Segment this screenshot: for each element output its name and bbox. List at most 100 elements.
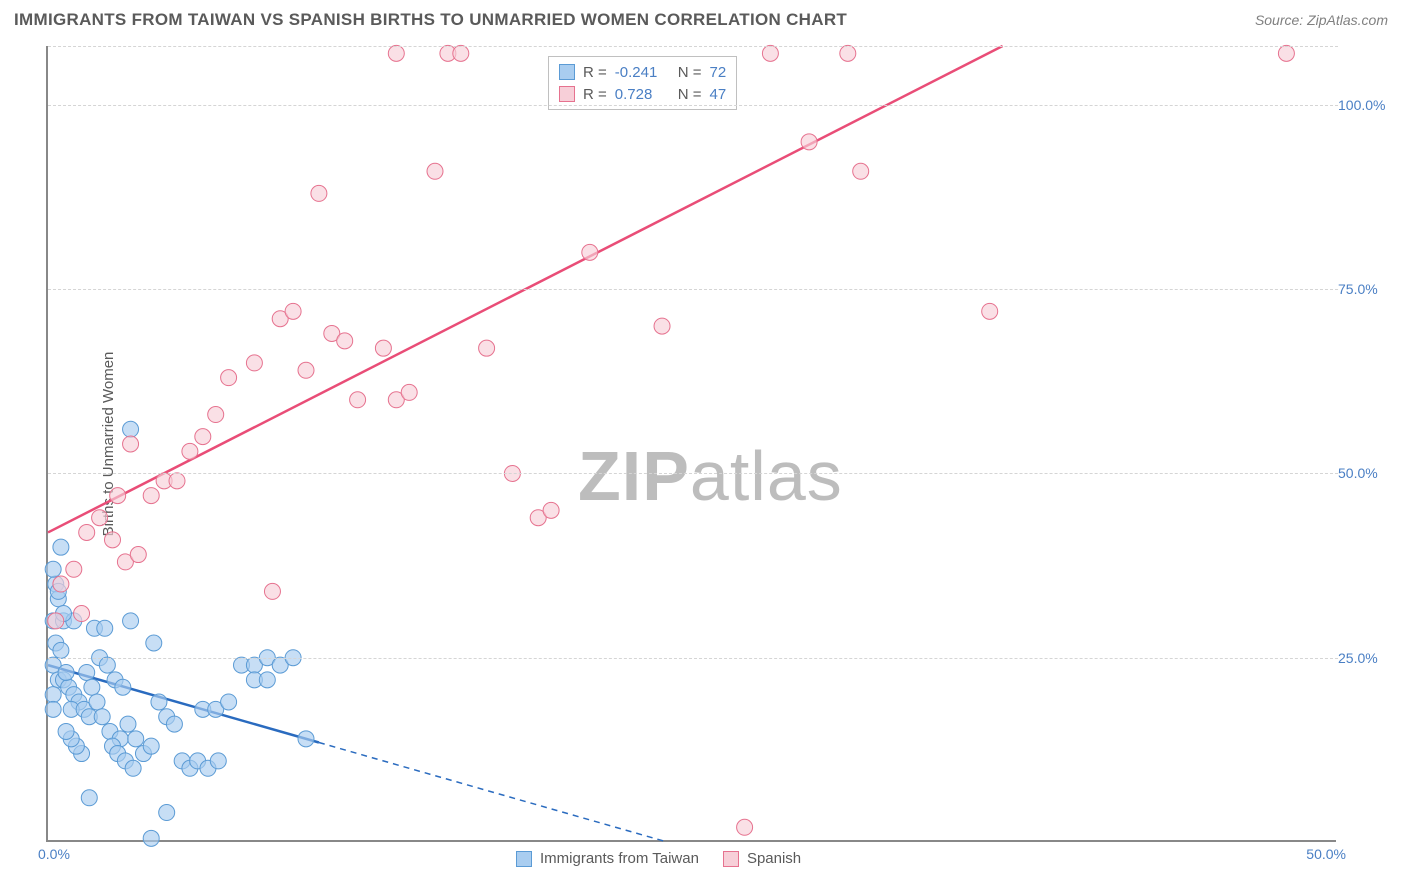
data-point [221,370,237,386]
stats-legend-row: R = 0.728 N = 47 [559,83,726,105]
n-label: N = [678,64,702,81]
data-point [143,738,159,754]
data-point [123,421,139,437]
data-point [58,723,74,739]
stats-legend-row: R = -0.241 N = 72 [559,61,726,83]
data-point [143,830,159,846]
legend-swatch [559,86,575,102]
gridline [48,105,1338,106]
chart-source: Source: ZipAtlas.com [1255,12,1388,28]
data-point [479,340,495,356]
legend-swatch [516,851,532,867]
legend-swatch [723,851,739,867]
series-legend: Immigrants from Taiwan Spanish [516,850,801,867]
data-point [48,613,64,629]
data-point [79,664,95,680]
data-point [53,539,69,555]
data-point [53,642,69,658]
y-tick: 100.0% [1338,97,1386,113]
plot-frame: ZIPatlas R =-0.241N =72R =0.728N =47 0.0… [46,46,1336,842]
r-value: -0.241 [615,64,670,81]
data-point [298,362,314,378]
data-point [195,429,211,445]
data-point [337,333,353,349]
x-tick-max: 50.0% [1306,846,1346,862]
r-label: R = [583,86,607,103]
data-point [97,620,113,636]
series-legend-item: Immigrants from Taiwan [516,850,699,867]
data-point [125,760,141,776]
data-point [115,679,131,695]
r-label: R = [583,64,607,81]
data-point [123,436,139,452]
data-point [143,488,159,504]
data-point [74,606,90,622]
data-point [120,716,136,732]
data-point [159,805,175,821]
data-point [182,443,198,459]
data-point [130,547,146,563]
data-point [853,163,869,179]
data-point [264,583,280,599]
plot-area: Births to Unmarried Women ZIPatlas R =-0… [46,46,1386,842]
data-point [66,561,82,577]
data-point [1278,45,1294,61]
data-point [45,701,61,717]
data-point [840,45,856,61]
data-point [208,407,224,423]
data-point [146,635,162,651]
n-value: 72 [710,64,727,81]
data-point [166,716,182,732]
data-point [58,664,74,680]
y-tick: 50.0% [1338,465,1386,481]
x-tick-min: 0.0% [38,846,70,862]
data-point [375,340,391,356]
legend-swatch [559,64,575,80]
data-point [81,790,97,806]
gridline [48,289,1338,290]
data-point [401,384,417,400]
gridline [48,46,1338,47]
stats-legend: R = -0.241 N = 72 R = 0.728 N = 47 [548,56,737,110]
data-point [151,694,167,710]
data-point [762,45,778,61]
chart-header: IMMIGRANTS FROM TAIWAN VS SPANISH BIRTHS… [0,0,1406,34]
chart-title: IMMIGRANTS FROM TAIWAN VS SPANISH BIRTHS… [14,10,847,30]
scatter-svg [48,46,1338,842]
data-point [311,185,327,201]
data-point [89,694,105,710]
data-point [53,576,69,592]
data-point [582,244,598,260]
data-point [246,355,262,371]
r-value: 0.728 [615,86,670,103]
n-value: 47 [710,86,727,103]
data-point [221,694,237,710]
data-point [123,613,139,629]
data-point [45,561,61,577]
series-legend-label: Spanish [747,850,801,867]
data-point [105,532,121,548]
gridline [48,658,1338,659]
series-legend-label: Immigrants from Taiwan [540,850,699,867]
series-legend-item: Spanish [723,850,801,867]
data-point [92,510,108,526]
data-point [128,731,144,747]
data-point [427,163,443,179]
data-point [259,672,275,688]
data-point [84,679,100,695]
gridline [48,473,1338,474]
data-point [285,303,301,319]
data-point [801,134,817,150]
data-point [982,303,998,319]
data-point [388,45,404,61]
data-point [110,488,126,504]
data-point [45,687,61,703]
n-label: N = [678,86,702,103]
data-point [654,318,670,334]
y-tick: 75.0% [1338,281,1386,297]
data-point [543,502,559,518]
data-point [737,819,753,835]
data-point [94,709,110,725]
data-point [169,473,185,489]
data-point [298,731,314,747]
